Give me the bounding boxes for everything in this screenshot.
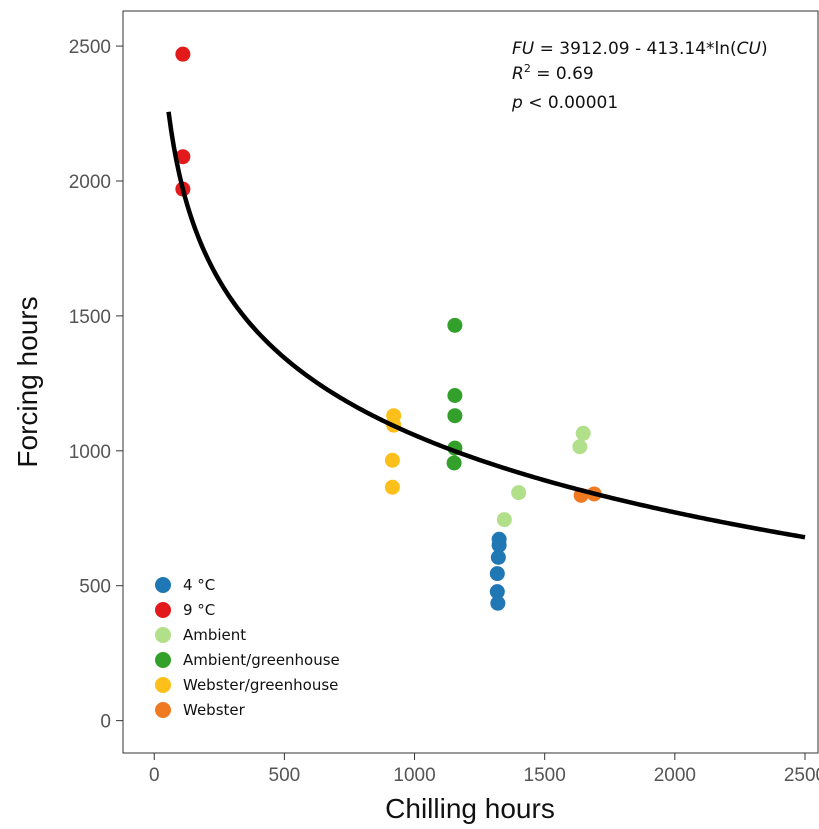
data-point xyxy=(572,439,588,455)
annotation-eq-close: ) xyxy=(761,39,768,59)
fit-curve xyxy=(166,111,806,540)
legend-swatch xyxy=(155,677,171,693)
y-tick-label: 500 xyxy=(79,577,111,598)
data-point xyxy=(175,149,191,165)
legend-swatch xyxy=(155,627,171,643)
annotation-p: p < 0.00001 xyxy=(511,93,618,113)
legend-swatch xyxy=(155,602,171,618)
data-point xyxy=(384,479,400,495)
legend: 4 °C 9 °C Ambient Ambient/greenhouse Webster… xyxy=(155,576,340,719)
x-tick-label: 1000 xyxy=(393,765,435,786)
data-point xyxy=(511,485,527,501)
x-tick-label: 0 xyxy=(149,765,160,786)
y-tick-label: 1000 xyxy=(69,442,111,463)
x-tick-label: 1500 xyxy=(524,765,566,786)
annotation-var-fu: FU xyxy=(512,39,535,59)
fit-annotation: FU = 3912.09 - 413.14*ln(CU) R2 = 0.69 p… xyxy=(511,39,768,113)
data-point xyxy=(447,317,463,333)
data-point xyxy=(446,455,462,471)
data-point xyxy=(496,512,512,528)
x-axis-title: Chilling hours xyxy=(385,793,555,824)
data-point xyxy=(575,425,591,441)
legend-label: Ambient/greenhouse xyxy=(183,651,340,669)
legend-label: Webster xyxy=(183,701,246,719)
legend-label: 4 °C xyxy=(183,576,215,594)
data-point xyxy=(490,595,506,611)
y-tick-label: 2000 xyxy=(69,172,111,193)
y-tick-label: 1500 xyxy=(69,307,111,328)
data-points xyxy=(175,46,602,611)
annotation-var-cu: CU xyxy=(737,39,762,59)
data-point xyxy=(489,584,505,600)
x-tick-label: 2000 xyxy=(654,765,696,786)
x-tick-label: 500 xyxy=(269,765,301,786)
annotation-r2: R2 = 0.69 xyxy=(512,62,594,84)
annotation-var-p: p xyxy=(511,93,523,113)
data-point xyxy=(447,387,463,403)
fit-layer xyxy=(166,111,806,540)
legend-label: 9 °C xyxy=(183,601,215,619)
annotation-sup: 2 xyxy=(524,62,531,75)
legend-swatch xyxy=(155,702,171,718)
data-point xyxy=(175,46,191,62)
data-point xyxy=(491,531,507,547)
data-point xyxy=(490,549,506,565)
annotation-r2-value: = 0.69 xyxy=(531,64,594,84)
x-tick-label: 2500 xyxy=(784,765,819,786)
data-point xyxy=(384,452,400,468)
data-point xyxy=(489,566,505,582)
legend-swatch xyxy=(155,652,171,668)
axis-ticks: 0 500 1000 1500 2000 2500 0 500 1000 1500 2000 2500 xyxy=(69,37,819,786)
legend-swatch xyxy=(155,577,171,593)
data-point xyxy=(447,408,463,424)
annotation-eq-text: = 3912.09 - 413.14*ln( xyxy=(534,39,736,59)
annotation-equation: FU = 3912.09 - 413.14*ln(CU) xyxy=(512,39,768,59)
y-tick-label: 2500 xyxy=(69,37,111,58)
plot-panel xyxy=(122,10,819,754)
y-tick-label: 0 xyxy=(100,712,111,733)
annotation-p-value: < 0.00001 xyxy=(523,93,618,113)
legend-label: Webster/greenhouse xyxy=(183,676,338,694)
legend-label: Ambient xyxy=(183,626,246,644)
y-axis-title: Forcing hours xyxy=(12,296,43,467)
annotation-var-r: R xyxy=(512,64,524,84)
